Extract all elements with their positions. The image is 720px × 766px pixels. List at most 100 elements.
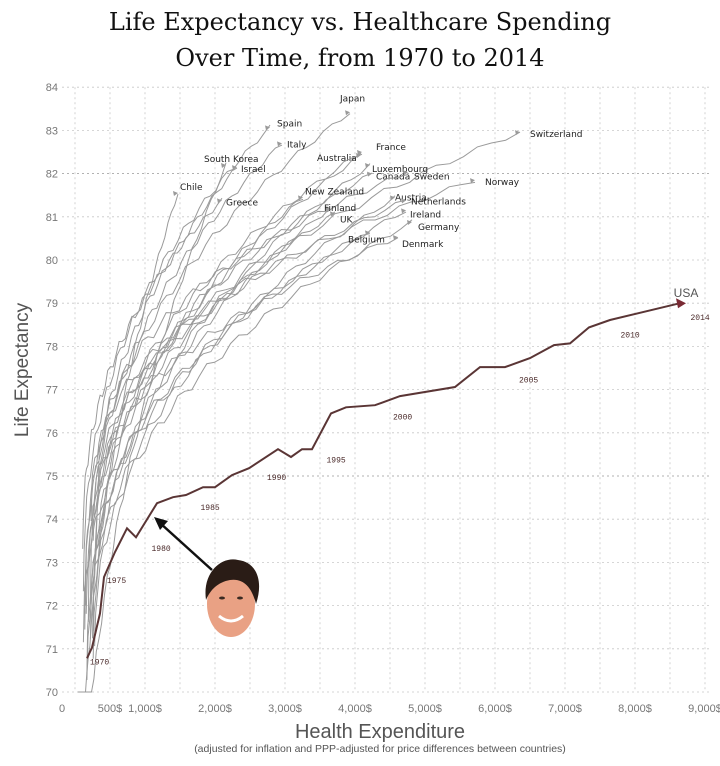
- arrow-head-icon: [389, 195, 395, 201]
- x-axis-title: Health Expenditure: [295, 721, 465, 743]
- country-label: South Korea: [204, 155, 259, 165]
- x-tick-label: 9,000$: [688, 703, 720, 715]
- usa-series-line: [86, 302, 681, 659]
- arrow-head-icon: [276, 141, 282, 147]
- country-line: [97, 173, 409, 497]
- arrow-head-icon: [392, 235, 398, 241]
- country-label: Switzerland: [530, 130, 583, 140]
- title-line-2: Over Time, from 1970 to 2014: [175, 44, 545, 72]
- usa-line: USA 1970 1975 1980 1985 1990 1995 2000 2005 2010 2…: [86, 286, 710, 667]
- country-label: Italy: [287, 140, 307, 150]
- country-line: [85, 113, 351, 606]
- country-line: [87, 144, 283, 623]
- y-tick-label: 73: [46, 557, 58, 569]
- country-label: Israel: [241, 165, 266, 175]
- arrow-head-icon: [217, 198, 222, 204]
- arrow-head-icon: [364, 162, 370, 168]
- y-tick-label: 80: [46, 255, 58, 267]
- country-line: [84, 167, 238, 630]
- arrow-head-icon: [406, 219, 412, 225]
- country-label: New Zealand: [305, 187, 364, 197]
- country-label: Spain: [277, 119, 302, 129]
- year-label: 2000: [393, 413, 412, 422]
- axes: 70 71 72 73 74 75 76 77 78 79 80 81 82 83 84 0 500$ 1,000…: [46, 82, 720, 715]
- arrow-head-icon: [402, 170, 408, 176]
- country-label: Chile: [180, 183, 203, 193]
- y-tick-label: 78: [46, 341, 58, 353]
- country-line: [82, 197, 223, 549]
- arrow-head-icon: [367, 171, 373, 177]
- country-line: [92, 199, 407, 541]
- country-label: Belgium: [348, 235, 385, 245]
- x-tick-label: 3,000$: [268, 703, 302, 715]
- y-tick-label: 83: [46, 125, 58, 137]
- x-tick-label: 5,000$: [408, 703, 442, 715]
- y-tick-label: 74: [46, 514, 58, 526]
- arrow-head-icon: [265, 125, 271, 131]
- arrow-head-icon: [325, 206, 331, 212]
- face: [207, 571, 255, 637]
- country-line: [77, 162, 227, 693]
- x-tick-label: 8,000$: [618, 703, 652, 715]
- arrow-head-icon: [676, 298, 687, 309]
- y-tick-label: 81: [46, 212, 58, 224]
- y-tick-label: 75: [46, 471, 58, 483]
- country-label: Norway: [485, 178, 520, 188]
- x-tick-label: 500$: [98, 703, 122, 715]
- country-label: Greece: [226, 198, 258, 208]
- country-line: [86, 195, 396, 681]
- arrow-head-icon: [469, 178, 475, 184]
- arrow-head-icon: [297, 195, 303, 201]
- country-label: Germany: [418, 223, 460, 233]
- country-line: [90, 181, 476, 522]
- y-tick-label: 82: [46, 169, 58, 181]
- hair: [205, 559, 260, 604]
- country-line: [94, 172, 373, 579]
- x-tick-label: 4,000$: [338, 703, 372, 715]
- arrow-head-icon: [231, 165, 237, 171]
- arrow-head-icon: [401, 198, 407, 204]
- arrow-head-icon: [514, 130, 520, 136]
- arrow-head-icon: [220, 162, 226, 168]
- country-label: Netherlands: [411, 197, 466, 207]
- country-label: UK: [340, 215, 354, 225]
- pointer-arrow: [159, 522, 213, 571]
- arrow-head-icon: [364, 230, 370, 236]
- y-tick-label: 77: [46, 385, 58, 397]
- arrow-head-icon: [172, 191, 178, 197]
- title-line-1: Life Expectancy vs. Healthcare Spending: [108, 8, 612, 36]
- country-line: [89, 153, 363, 604]
- country-label: Austria: [395, 193, 427, 203]
- y-axis-title: Life Expectancy: [12, 302, 33, 437]
- arrow-head-icon: [154, 517, 168, 530]
- x-tick-label: 7,000$: [548, 703, 582, 715]
- x-axis-note: (adjusted for inflation and PPP-adjusted…: [194, 743, 566, 755]
- x-tick-label: 1,000$: [128, 703, 162, 715]
- year-label: 1985: [201, 504, 220, 513]
- country-line: [92, 198, 304, 631]
- country-line: [85, 211, 336, 614]
- country-label: Ireland: [410, 210, 441, 220]
- country-label: Finland: [324, 204, 356, 214]
- chart-title: Life Expectancy vs. Healthcare Spending …: [0, 4, 720, 76]
- usa-label: USA: [674, 286, 699, 300]
- year-label: 2014: [691, 314, 710, 323]
- year-label: 1975: [107, 577, 126, 586]
- country-label: Denmark: [402, 240, 444, 250]
- country-line: [89, 233, 371, 639]
- y-tick-label: 79: [46, 298, 58, 310]
- country-line: [82, 211, 407, 643]
- country-label: Australia: [317, 154, 357, 164]
- country-line: [94, 219, 413, 647]
- arrow-head-icon: [401, 208, 407, 214]
- arrow-head-icon: [329, 211, 335, 217]
- x-tick-label: 0: [59, 703, 65, 715]
- y-tick-label: 71: [46, 644, 58, 656]
- y-tick-label: 70: [46, 687, 58, 699]
- year-label: 2010: [621, 331, 640, 340]
- country-line: [91, 237, 399, 543]
- year-label: 1980: [152, 545, 171, 554]
- country-line: [79, 193, 179, 693]
- y-tick-label: 72: [46, 601, 58, 613]
